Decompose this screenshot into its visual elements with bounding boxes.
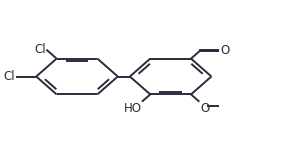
Text: HO: HO (124, 102, 142, 115)
Text: Cl: Cl (35, 43, 47, 56)
Text: Cl: Cl (4, 70, 15, 83)
Text: O: O (200, 102, 209, 115)
Text: O: O (220, 44, 230, 57)
